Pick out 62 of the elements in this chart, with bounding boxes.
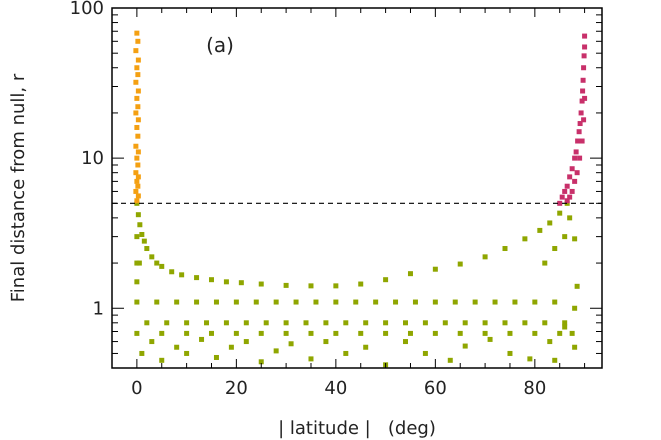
point	[557, 200, 562, 206]
point	[136, 117, 141, 122]
point	[136, 174, 141, 180]
annotation: (a)	[206, 33, 234, 57]
point	[567, 174, 572, 180]
point	[134, 30, 140, 36]
y-axis-title: Final distance from null, r	[8, 73, 29, 302]
point	[578, 110, 584, 116]
point	[135, 162, 140, 168]
point	[135, 38, 140, 44]
point	[582, 96, 588, 101]
point	[581, 117, 586, 122]
y-tick-label: 10	[81, 148, 104, 170]
point	[564, 184, 570, 189]
point	[133, 80, 138, 85]
point	[136, 88, 141, 94]
y-tick-label: 100	[70, 0, 104, 19]
point	[582, 44, 588, 50]
point	[577, 156, 582, 161]
point	[572, 178, 578, 184]
point	[574, 170, 580, 176]
y-tick-label: 1	[92, 298, 104, 320]
point	[135, 134, 140, 139]
point	[575, 138, 580, 144]
point	[135, 184, 140, 189]
point	[570, 188, 575, 194]
point	[134, 198, 140, 204]
point	[560, 194, 565, 200]
point	[580, 78, 586, 83]
point	[136, 193, 141, 198]
point	[582, 34, 588, 39]
point	[133, 144, 138, 149]
point	[574, 149, 579, 154]
point	[562, 188, 568, 194]
point	[567, 194, 572, 200]
x-tick-label: 60	[424, 378, 447, 399]
point	[136, 58, 141, 63]
point	[133, 48, 138, 54]
point	[135, 104, 140, 110]
point	[570, 166, 575, 172]
point	[136, 149, 141, 154]
point	[572, 156, 578, 161]
point	[134, 96, 140, 101]
point	[578, 121, 583, 126]
point	[134, 156, 140, 161]
point	[580, 138, 585, 144]
point	[134, 65, 140, 70]
point	[133, 188, 138, 194]
point	[580, 88, 586, 94]
point	[135, 72, 140, 78]
point	[134, 178, 140, 184]
x-tick-label: 40	[324, 378, 348, 399]
point	[581, 65, 586, 70]
point	[133, 110, 138, 116]
point	[133, 170, 138, 176]
x-tick-label: 0	[131, 378, 143, 399]
x-tick-label: 20	[224, 378, 248, 399]
point	[582, 53, 587, 58]
point	[576, 129, 582, 134]
x-axis-title: | latitude | (deg)	[278, 418, 436, 439]
point	[134, 124, 140, 130]
x-tick-label: 80	[523, 378, 546, 399]
